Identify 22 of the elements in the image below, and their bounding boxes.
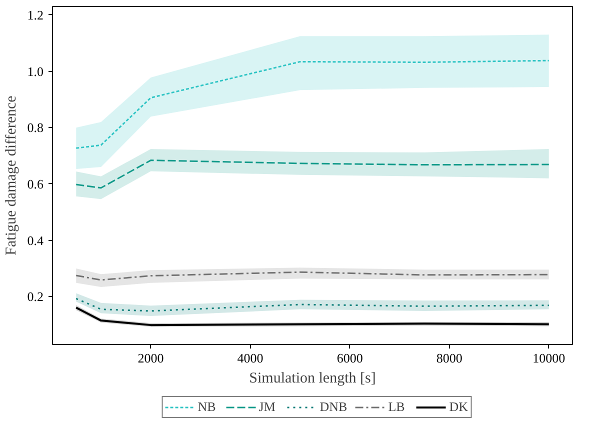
y-axis-title: Fatigue damage difference [3,95,20,256]
legend-label: NB [198,399,217,415]
y-tick-label: 1.0 [27,64,44,79]
line-series [75,298,550,312]
y-tick-label: 0.4 [27,232,44,248]
y-tick-label: 0.6 [27,176,44,192]
y-tick-label: 0.8 [27,120,44,136]
x-tick-label: 6000 [336,350,363,366]
line-series [75,160,550,189]
line-series [75,60,550,149]
x-tick-label: 2000 [138,350,164,366]
legend-label: DNB [320,399,348,415]
x-tick-label: 4000 [237,350,264,366]
x-tick-label: 10000 [532,350,566,366]
legend-label: DK [449,399,469,415]
y-tick-label: 1.2 [27,7,44,22]
x-tick-label: 8000 [436,350,462,366]
line-series [75,271,550,281]
legend-label: JM [258,399,276,415]
y-tick-label: 0.2 [27,289,44,304]
x-axis-title: Simulation length [s] [249,370,376,386]
legend-label: LB [388,399,406,415]
